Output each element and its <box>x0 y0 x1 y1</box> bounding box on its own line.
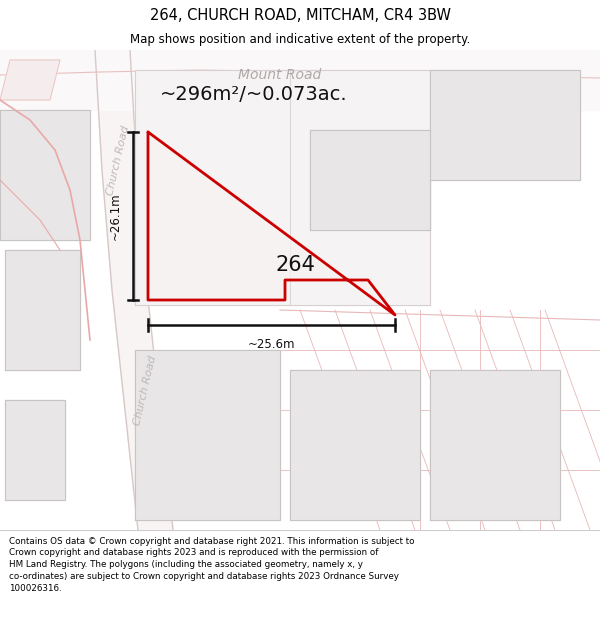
Polygon shape <box>310 130 430 230</box>
Polygon shape <box>430 70 580 180</box>
Polygon shape <box>135 70 430 305</box>
Text: 264, CHURCH ROAD, MITCHAM, CR4 3BW: 264, CHURCH ROAD, MITCHAM, CR4 3BW <box>149 8 451 22</box>
Text: ~296m²/~0.073ac.: ~296m²/~0.073ac. <box>160 86 347 104</box>
Polygon shape <box>0 60 60 100</box>
Polygon shape <box>430 370 560 520</box>
Text: Church Road: Church Road <box>105 124 131 196</box>
Polygon shape <box>290 370 420 520</box>
Text: ~25.6m: ~25.6m <box>248 339 295 351</box>
Polygon shape <box>5 250 80 370</box>
Polygon shape <box>148 132 395 315</box>
Polygon shape <box>135 350 280 520</box>
Text: Mount Road: Mount Road <box>238 68 322 82</box>
Text: 264: 264 <box>275 255 315 275</box>
Text: Church Road: Church Road <box>132 354 158 426</box>
Polygon shape <box>95 50 173 530</box>
Text: Contains OS data © Crown copyright and database right 2021. This information is : Contains OS data © Crown copyright and d… <box>9 537 415 593</box>
Text: Map shows position and indicative extent of the property.: Map shows position and indicative extent… <box>130 32 470 46</box>
Polygon shape <box>0 50 600 110</box>
Polygon shape <box>5 400 65 500</box>
Polygon shape <box>0 110 90 240</box>
Text: ~26.1m: ~26.1m <box>109 192 121 240</box>
